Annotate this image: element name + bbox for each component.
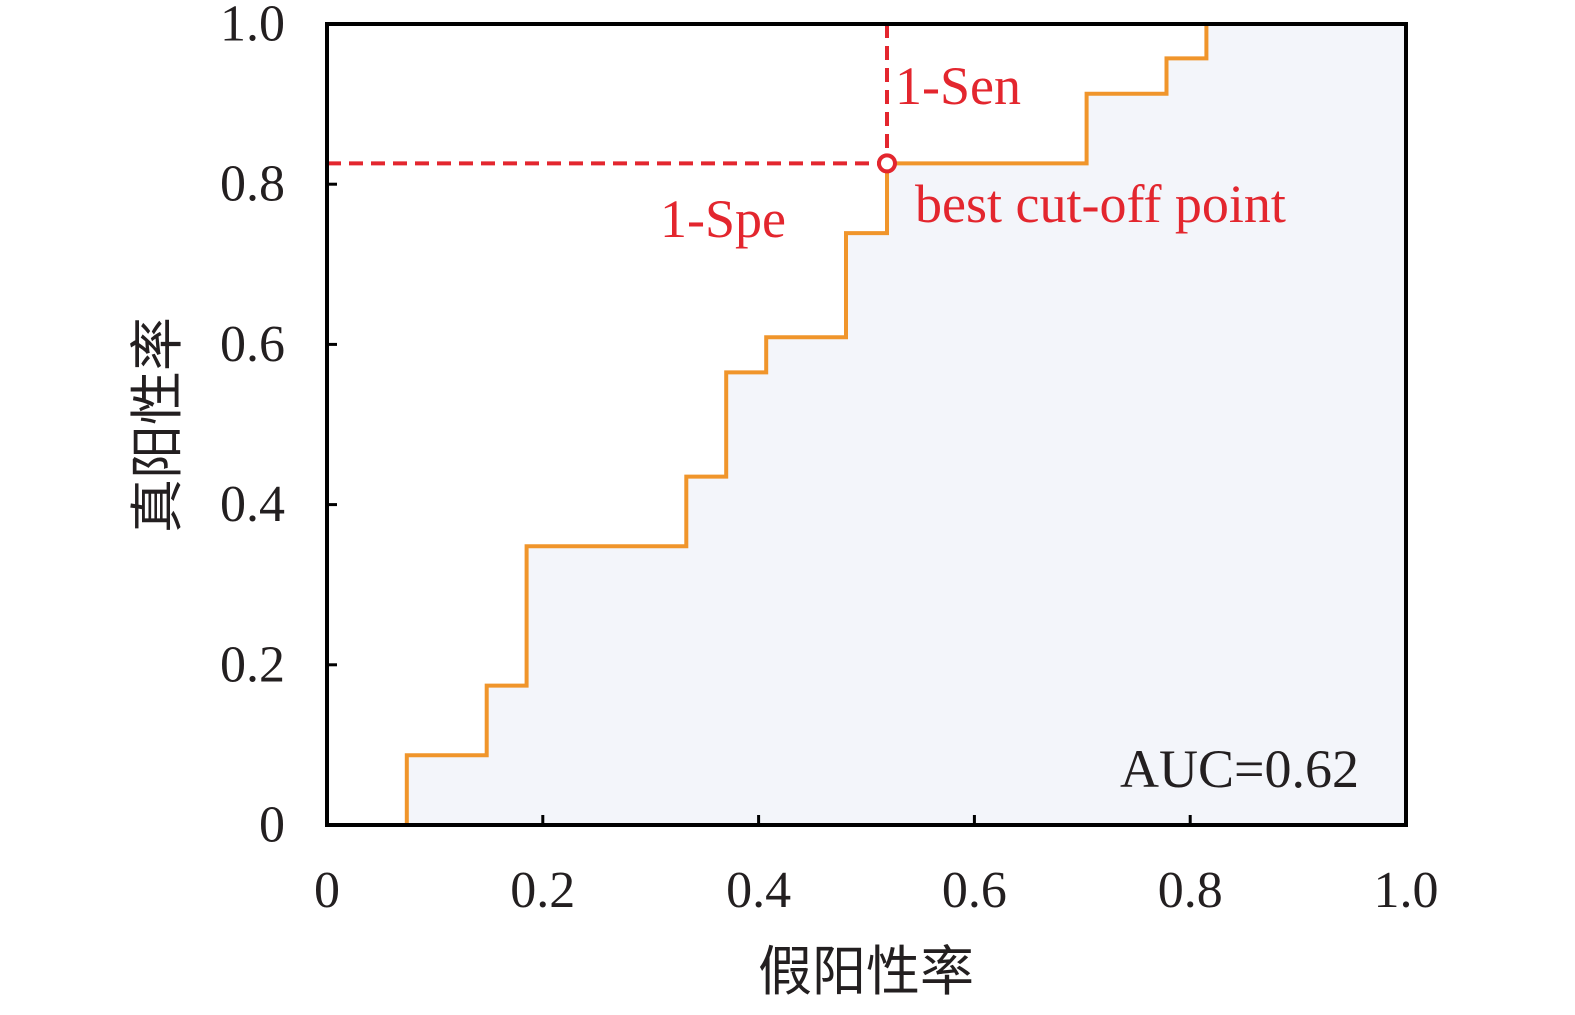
auc-label: AUC=0.62 (1120, 739, 1359, 799)
y-axis-ticks: 0 0.2 0.4 0.6 0.8 1.0 (220, 0, 337, 854)
x-tick-label: 0.6 (942, 862, 1007, 919)
plot-frame (325, 22, 1408, 827)
spe-label: 1-Spe (660, 189, 786, 249)
x-tick-label: 0.8 (1158, 862, 1223, 919)
x-axis-ticks: 0 0.2 0.4 0.6 0.8 1.0 (314, 815, 1439, 919)
best-cutoff-point-marker (877, 153, 898, 174)
y-tick-label: 0.2 (220, 636, 285, 693)
x-axis-label: 假阳性率 (758, 942, 974, 1002)
roc-curve-line (404, 22, 1406, 825)
x-tick-label: 0.4 (726, 862, 791, 919)
best-cutoff-label: best cut-off point (915, 174, 1286, 234)
y-tick-label: 1.0 (220, 0, 285, 53)
y-tick-label: 0.4 (220, 476, 285, 533)
roc-area-fill (406, 24, 1406, 825)
x-tick-label: 1.0 (1374, 862, 1439, 919)
y-tick-label: 0.6 (220, 316, 285, 373)
y-tick-label: 0 (259, 797, 285, 854)
x-tick-label: 0 (314, 862, 340, 919)
y-axis-label: 真阳性率 (128, 317, 188, 533)
y-tick-label: 0.8 (220, 156, 285, 213)
sen-label: 1-Sen (895, 56, 1021, 116)
x-tick-label: 0.2 (510, 862, 575, 919)
